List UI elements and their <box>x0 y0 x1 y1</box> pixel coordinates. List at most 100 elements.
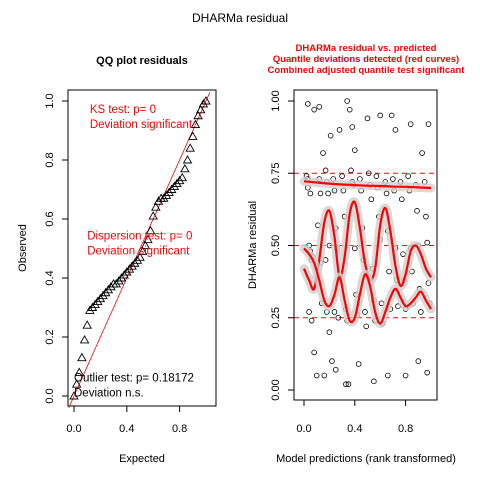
residual-x-tick-label: 0.0 <box>296 423 311 435</box>
qq-x-tick-label: 0.0 <box>66 423 81 435</box>
residual-point <box>418 309 424 315</box>
qq-point <box>198 99 209 108</box>
qq-point <box>172 178 182 188</box>
residual-y-tick-label: 0.25 <box>270 307 282 328</box>
qq-points <box>69 96 211 400</box>
qq-x-axis: 0.0 0.4 0.8 <box>66 405 187 435</box>
qq-annotation: Outlier test: p= 0.18172 Deviation n.s. <box>74 372 194 399</box>
residual-point <box>345 381 352 388</box>
residual-y-tick-label: 1.00 <box>270 90 282 111</box>
qq-point <box>174 175 185 185</box>
qq-point <box>143 234 153 244</box>
qq-point <box>79 335 90 344</box>
residual-point <box>316 103 323 110</box>
residual-point <box>307 190 314 197</box>
qq-annotation-line: Deviation significant <box>90 119 193 131</box>
residual-point <box>388 112 395 119</box>
qq-point <box>129 258 140 267</box>
residual-point <box>390 176 396 182</box>
qq-point <box>124 264 135 273</box>
qq-y-tick-label: 0.8 <box>44 152 56 167</box>
residual-point <box>346 106 353 113</box>
qq-point <box>100 287 111 297</box>
residual-point <box>325 190 331 197</box>
residual-y-tick-label: 0.00 <box>270 379 282 400</box>
qq-title: QQ plot residuals <box>96 55 188 67</box>
residual-point <box>423 213 429 220</box>
qq-point <box>140 240 151 250</box>
residual-point <box>320 150 326 156</box>
residual-y-tick-label: 0.50 <box>270 235 282 256</box>
residual-quantile-curve <box>303 180 432 190</box>
residual-point <box>414 208 420 214</box>
residual-point <box>344 98 350 104</box>
residual-point <box>317 190 324 197</box>
residual-point <box>363 323 370 330</box>
residual-y-tick-label: 0.75 <box>270 163 282 184</box>
qq-point <box>103 284 114 294</box>
qq-x-label: Expected <box>119 453 165 465</box>
qq-point <box>169 181 180 191</box>
qq-reference-line <box>68 91 211 408</box>
residual-point <box>415 358 422 364</box>
qq-point <box>148 211 158 220</box>
qq-point <box>180 163 190 173</box>
residual-point <box>407 121 414 127</box>
residual-title-line: Combined adjusted quantile test signific… <box>268 65 466 76</box>
qq-point <box>82 320 92 329</box>
qq-point <box>137 246 148 255</box>
residual-title-line: Quantile deviations detected (red curves… <box>273 54 459 65</box>
figure-title: DHARMa residual <box>192 11 288 25</box>
residual-point <box>351 245 358 252</box>
residual-x-axis: 0.0 0.4 0.8 <box>296 399 413 435</box>
qq-y-tick-label: 0.2 <box>44 329 56 344</box>
residual-point <box>377 112 384 119</box>
qq-point <box>135 252 145 261</box>
residual-point <box>327 132 334 139</box>
residual-point <box>386 268 392 275</box>
qq-point <box>85 305 95 314</box>
residual-point <box>373 173 380 179</box>
residual-point <box>335 314 342 321</box>
residual-point <box>336 127 343 133</box>
qq-point <box>114 276 124 285</box>
residual-point <box>331 187 338 194</box>
residual-point <box>365 170 372 177</box>
qq-point <box>111 278 122 288</box>
residual-x-label: Model predictions (rank transformed) <box>276 453 456 465</box>
qq-y-axis: 0.0 0.2 0.4 0.6 0.8 1.0 <box>44 93 69 404</box>
residual-point <box>339 173 345 179</box>
residual-point <box>332 366 339 373</box>
residual-point <box>311 106 317 113</box>
qq-point <box>151 202 161 211</box>
qq-point <box>164 187 174 196</box>
qq-point <box>98 290 108 300</box>
residual-point <box>311 349 317 356</box>
residual-quantile-curve-group <box>299 243 436 329</box>
residual-y-axis: 0.00 0.25 0.50 0.75 1.00 <box>270 90 295 401</box>
qq-annotation-line: Deviation significant <box>87 246 190 258</box>
residual-point <box>349 124 356 130</box>
qq-y-tick-label: 1.0 <box>44 93 56 108</box>
residual-point <box>351 147 358 153</box>
qq-y-label: Observed <box>17 224 29 272</box>
qq-point <box>77 352 87 362</box>
residual-point <box>398 196 405 203</box>
residual-point <box>329 358 335 364</box>
qq-point <box>116 273 127 282</box>
qq-point <box>92 296 103 306</box>
residual-point <box>331 309 338 315</box>
qq-point <box>201 96 211 105</box>
residual-y-label: DHARMa residual <box>247 201 259 289</box>
qq-point <box>95 293 106 303</box>
residual-x-tick-label: 0.8 <box>398 423 413 435</box>
qq-point <box>158 193 169 202</box>
residual-point <box>343 381 349 388</box>
residual-point <box>364 115 371 122</box>
qq-point <box>190 119 201 129</box>
qq-point <box>127 261 137 270</box>
residual-point <box>419 150 425 156</box>
